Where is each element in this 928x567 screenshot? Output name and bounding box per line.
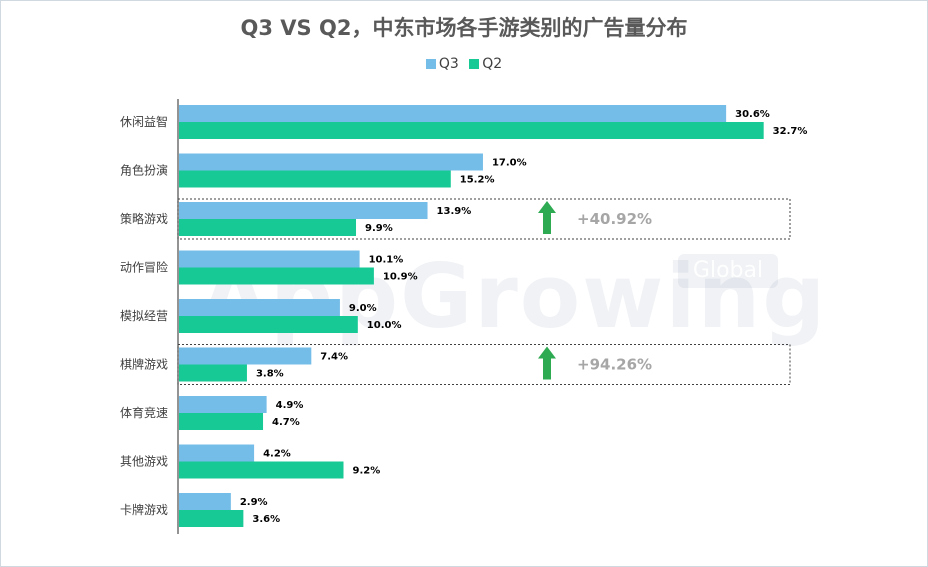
bar-q2-0 [179, 122, 764, 139]
bar-q3-0 [179, 105, 727, 122]
bar-q3-1 [179, 153, 483, 171]
bar-q3-2 [179, 202, 428, 219]
data-label-q3-4: 9.0% [349, 303, 377, 314]
data-label-q2-3: 10.9% [383, 272, 418, 283]
legend-label-q3: Q3 [438, 56, 459, 72]
category-label-4: 模拟经营 [120, 309, 168, 323]
bar-q2-5 [179, 364, 247, 382]
data-label-q3-5: 7.4% [320, 352, 348, 363]
data-label-q2-4: 10.0% [367, 320, 402, 331]
growth-arrow-icon [538, 201, 556, 234]
legend-swatch-q2 [469, 59, 480, 69]
category-label-6: 体育竞速 [120, 405, 168, 420]
category-label-7: 其他游戏 [120, 455, 168, 469]
chart-legend: Q3 Q2 [0, 56, 928, 72]
category-label-5: 棋牌游戏 [120, 358, 168, 372]
chart-title: Q3 VS Q2，中东市场各手游类别的广告量分布 [240, 16, 688, 40]
bar-q3-6 [179, 396, 267, 413]
legend-item-q2: Q2 [469, 56, 502, 72]
bar-q2-1 [179, 170, 451, 188]
data-label-q2-1: 15.2% [460, 175, 495, 186]
bar-q3-4 [179, 299, 340, 316]
data-label-q3-2: 13.9% [437, 206, 472, 217]
data-label-q3-0: 30.6% [735, 109, 770, 120]
annotation-label-1: +94.26% [577, 356, 652, 374]
bar-q2-7 [179, 461, 344, 479]
annotation-label-0: +40.92% [577, 210, 652, 228]
annotation-box-0 [177, 198, 791, 240]
category-label-2: 策略游戏 [120, 211, 168, 226]
bar-q3-8 [179, 493, 231, 510]
bar-q3-3 [179, 250, 360, 268]
bar-q2-4 [179, 316, 358, 333]
bar-q2-6 [179, 413, 264, 430]
bar-q3-5 [179, 347, 312, 365]
data-label-q3-3: 10.1% [369, 255, 404, 266]
data-label-q3-8: 2.9% [240, 497, 268, 508]
category-label-8: 卡牌游戏 [120, 503, 168, 517]
data-label-q2-6: 4.7% [272, 417, 300, 428]
data-label-q2-0: 32.7% [773, 126, 808, 137]
data-label-q3-7: 4.2% [263, 449, 291, 460]
watermark-tag: Global [678, 254, 778, 288]
data-label-q3-6: 4.9% [276, 400, 304, 411]
category-label-1: 角色扮演 [120, 163, 168, 178]
data-label-q2-7: 9.2% [352, 466, 380, 477]
data-label-q3-1: 17.0% [492, 158, 527, 169]
legend-label-q2: Q2 [482, 56, 503, 72]
legend-item-q3: Q3 [425, 56, 459, 72]
data-label-q2-2: 9.9% [365, 223, 393, 234]
bar-q3-7 [179, 444, 255, 462]
data-label-q2-5: 3.8% [256, 369, 284, 380]
category-label-0: 休闲益智 [120, 114, 168, 129]
bar-q2-3 [179, 267, 374, 285]
annotation-box-1 [177, 344, 791, 385]
bar-q2-8 [179, 510, 244, 527]
data-label-q2-8: 3.6% [252, 514, 280, 525]
legend-swatch-q3 [425, 59, 436, 69]
category-label-3: 动作冒险 [120, 260, 168, 275]
growth-arrow-icon [538, 346, 556, 380]
bar-q2-2 [179, 219, 357, 236]
